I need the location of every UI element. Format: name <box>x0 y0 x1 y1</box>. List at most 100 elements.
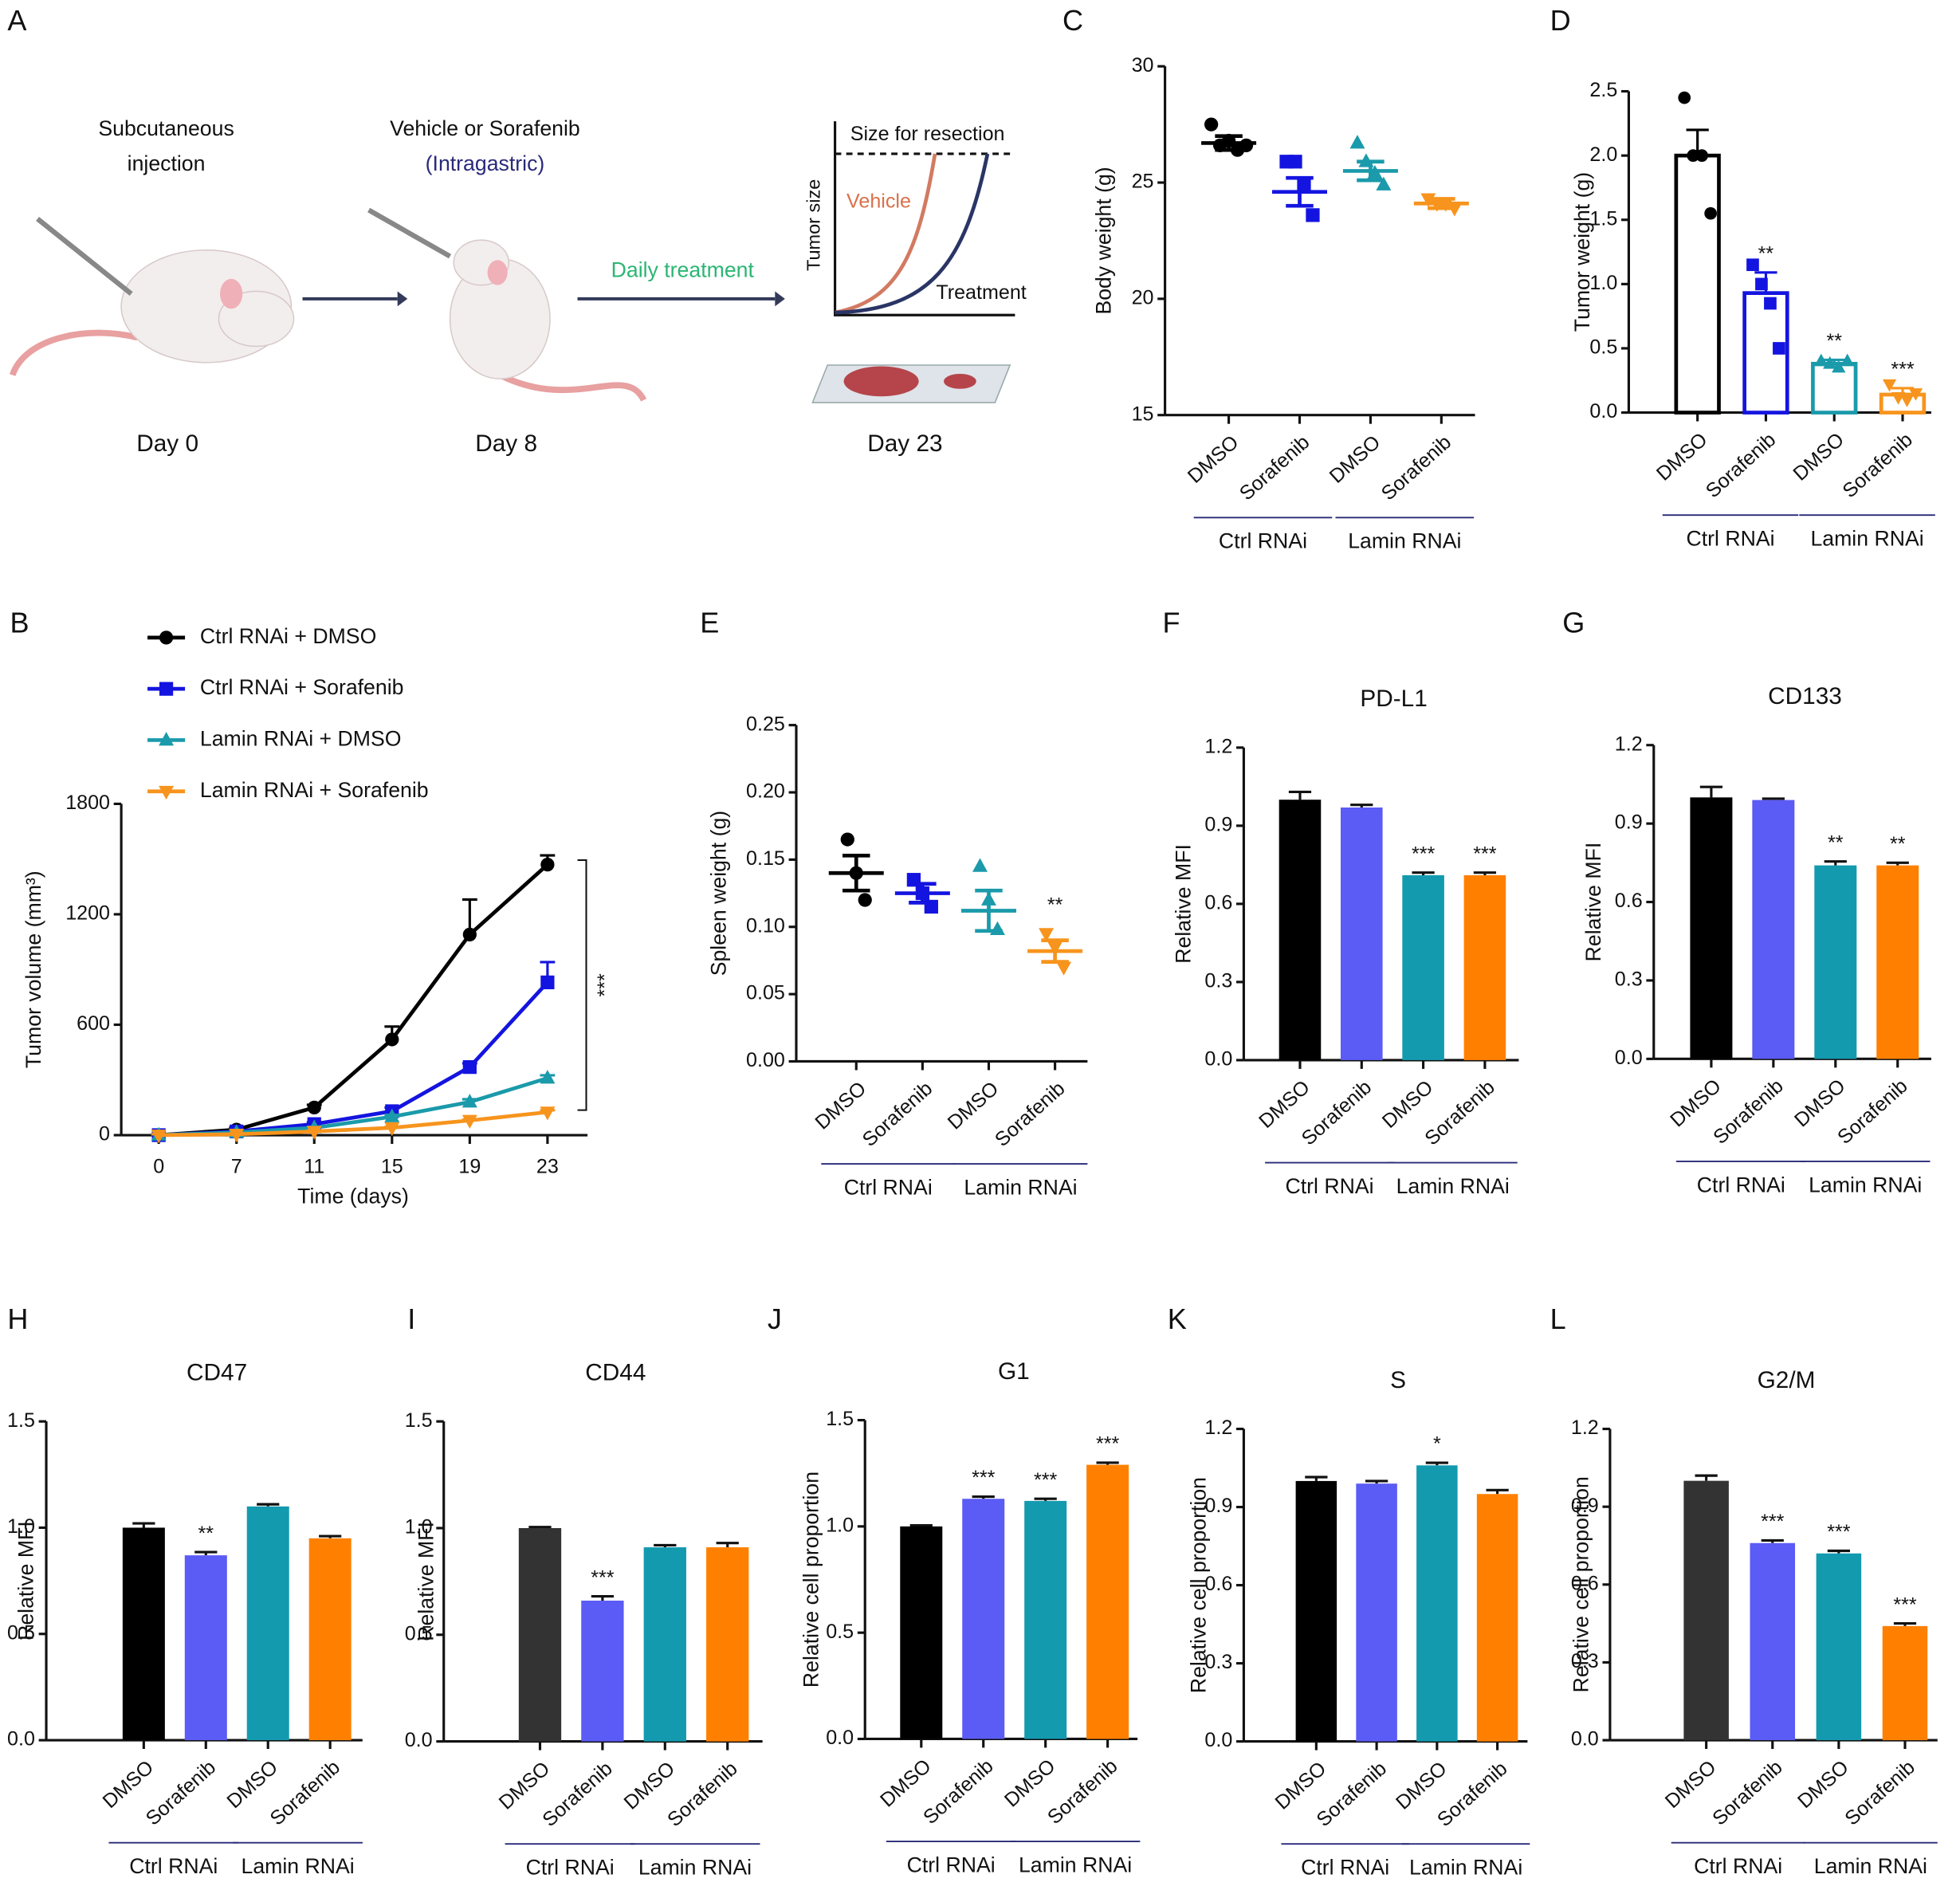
y-tick-label: 0.00 <box>746 1049 785 1071</box>
x-tick-label: DMSO <box>1184 431 1243 488</box>
label: Treatment <box>936 281 1026 304</box>
chart-title: PD-L1 <box>1360 686 1427 712</box>
significance: ** <box>198 1523 214 1545</box>
bar <box>1356 1483 1397 1742</box>
error-bar <box>319 1534 342 1538</box>
error-bar <box>1215 134 1243 152</box>
y-tick-label: 0.6 <box>1615 890 1643 912</box>
group-label: Ctrl RNAi <box>1686 527 1774 551</box>
bar <box>1340 808 1383 1060</box>
y-tick-label: 0.9 <box>1571 1495 1599 1517</box>
x-tick-label: 11 <box>304 1155 324 1177</box>
x-tick-label: DMSO <box>1000 1755 1060 1811</box>
significance: ** <box>1758 243 1774 265</box>
bar <box>1086 1464 1129 1739</box>
x-tick-label: DMSO <box>1661 1756 1721 1813</box>
arrow-head <box>397 291 408 307</box>
group-label: Ctrl RNAi <box>1301 1856 1389 1880</box>
y-axis-label: Tumor volume (mm³) <box>22 870 45 1068</box>
bar <box>1811 361 1858 415</box>
error-bar <box>1305 1476 1328 1481</box>
point <box>540 1070 556 1084</box>
panel-letter: C <box>1062 4 1083 37</box>
group-label: Lamin RNAi <box>242 1854 355 1878</box>
error-bar <box>842 853 870 893</box>
label: Vehicle or Sorafenib <box>390 116 580 140</box>
x-tick-label: Sorafenib <box>991 1077 1070 1151</box>
bar <box>122 1527 165 1741</box>
point <box>840 832 854 847</box>
panel-letter: A <box>7 4 26 37</box>
bar <box>581 1600 624 1742</box>
group-label: Lamin RNAi <box>1814 1854 1927 1878</box>
x-tick-label: DMSO <box>1326 431 1385 488</box>
point <box>1288 155 1302 169</box>
x-tick-label: Sorafenib <box>1377 431 1456 505</box>
error-bar <box>132 1522 155 1528</box>
y-tick-label: 1.0 <box>405 1516 433 1538</box>
x-tick-label: DMSO <box>495 1758 555 1814</box>
y-tick-label: 0.9 <box>1204 1495 1232 1517</box>
point <box>1695 149 1708 162</box>
y-tick-label: 1.2 <box>1204 735 1232 757</box>
y-tick-label: 1.2 <box>1204 1417 1232 1439</box>
group-label: Lamin RNAi <box>1019 1853 1132 1876</box>
bar <box>706 1547 749 1742</box>
panel-letter: B <box>10 607 29 639</box>
y-tick-label: 2.5 <box>1589 79 1617 101</box>
y-tick-label: 1.0 <box>7 1515 35 1538</box>
x-tick-label: 0 <box>153 1155 164 1177</box>
label: Vehicle <box>846 191 911 213</box>
y-tick-label: 0.25 <box>746 713 785 735</box>
significance: ** <box>1890 833 1906 855</box>
error-bar <box>1486 1488 1509 1495</box>
y-tick-label: 0.5 <box>826 1621 854 1643</box>
chart-title: G1 <box>998 1358 1030 1385</box>
y-tick-label: 1.5 <box>405 1409 433 1432</box>
significance: ** <box>1828 831 1844 854</box>
y-axis-label: Relative MFI <box>1581 843 1605 962</box>
y-tick-label: 0.0 <box>405 1729 433 1751</box>
y-tick-label: 0.5 <box>405 1622 433 1644</box>
panel-letter: E <box>700 607 719 639</box>
treatment-curve <box>835 153 990 315</box>
label: Size for resection <box>850 123 1005 145</box>
error-bar <box>909 1523 933 1527</box>
x-tick-label: Sorafenib <box>858 1077 937 1151</box>
error-bar <box>1096 1461 1119 1465</box>
point <box>1823 356 1837 369</box>
significance: *** <box>1893 1593 1917 1616</box>
point <box>1773 342 1785 355</box>
legend-marker <box>159 785 175 800</box>
chart-title: CD44 <box>585 1359 646 1385</box>
bar <box>1416 1465 1458 1742</box>
y-tick-label: 0.0 <box>1204 1048 1232 1071</box>
point <box>151 1130 167 1144</box>
x-tick-label: DMSO <box>876 1755 936 1811</box>
series-line <box>159 1110 548 1138</box>
panel-letter: I <box>407 1303 415 1335</box>
point <box>1704 206 1717 220</box>
x-tick-label: Sorafenib <box>1838 429 1917 503</box>
group-label: Lamin RNAi <box>638 1856 752 1880</box>
graph-axes <box>834 121 1015 316</box>
y-axis-label: Spleen weight (g) <box>706 811 730 976</box>
bar <box>1279 800 1322 1060</box>
x-tick-label: DMSO <box>1255 1076 1314 1133</box>
tumor <box>843 366 919 397</box>
chart-title: G2/M <box>1758 1367 1816 1393</box>
mouse-ear <box>220 278 243 309</box>
y-tick-label: 1.5 <box>826 1408 854 1430</box>
label: Daily treatment <box>611 257 755 281</box>
bar <box>1402 874 1444 1060</box>
error-bar <box>194 1550 218 1556</box>
bar <box>518 1527 562 1742</box>
y-tick-label: 2.0 <box>1589 143 1617 166</box>
point <box>306 1126 322 1140</box>
error-bar <box>591 1595 615 1601</box>
error-bar <box>1286 175 1314 208</box>
error-bar <box>1893 1622 1917 1626</box>
y-tick-label: 0 <box>99 1123 110 1145</box>
y-axis-label: Relative MFI <box>414 1522 438 1641</box>
bar <box>1814 865 1857 1059</box>
